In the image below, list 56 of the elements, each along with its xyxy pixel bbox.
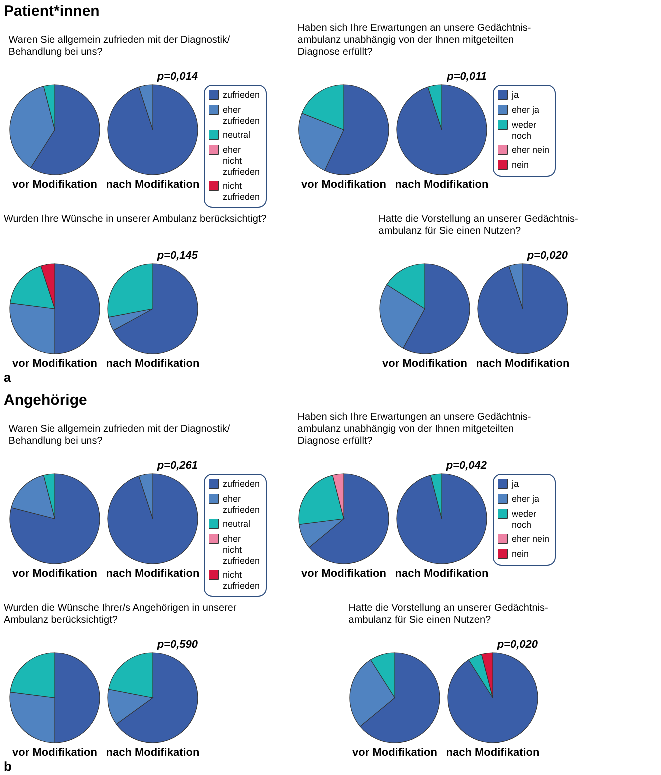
slice-label: vor Modifikation <box>302 568 387 580</box>
text: p=0,590 <box>156 639 199 651</box>
text: a <box>4 370 12 385</box>
text: p=0,020 <box>526 250 569 262</box>
slice-label: nach Modifikation <box>106 358 200 370</box>
slice-label: nach Modifikation <box>106 747 200 759</box>
slice-label: vor Modifikation <box>12 179 98 191</box>
slice-label: vor Modifikation <box>382 358 468 370</box>
legend-label: zufrieden <box>223 90 260 100</box>
legend-label: eher zufrieden <box>223 494 260 515</box>
legend-label: ja <box>511 90 520 100</box>
chart-title: Hatte die Vorstellung an unserer Gedächtnis- ambulanz für Sie einen Nutzen? <box>378 214 578 237</box>
text: b <box>4 759 12 774</box>
chart-title: Waren Sie allgemein zufrieden mit der Diagnostik/ Behandlung bei uns? <box>8 35 230 58</box>
legend-label: eher ja <box>512 105 540 115</box>
slice-label: vor Modifikation <box>12 358 98 370</box>
legend-label: nicht zufrieden <box>223 181 260 202</box>
slice-label: nach Modifikation <box>106 568 200 580</box>
legend-label: eher nicht zufrieden <box>223 145 260 177</box>
chart-title: Hatte die Vorstellung an unserer Gedächtnis- ambulanz für Sie einen Nutzen? <box>348 603 548 626</box>
legend-label: neutral <box>223 519 251 529</box>
text: p=0,042 <box>445 460 487 472</box>
chart-title: Wurden die Wünsche Ihrer/s Angehörigen in unserer Ambulanz berücksichtigt? <box>4 603 238 626</box>
legend-label: zufrieden <box>223 479 260 489</box>
slice-label: nach Modifikation <box>476 358 570 370</box>
text: p=0,261 <box>156 460 198 472</box>
chart-title: Wurden Ihre Wünsche in unserer Ambulanz berücksichtigt? <box>4 214 268 225</box>
legend-label: weder noch <box>511 120 537 141</box>
slice-label: nach Modifikation <box>395 568 490 580</box>
slice-label: vor Modifikation <box>12 747 98 759</box>
legend-label: weder noch <box>511 509 537 530</box>
legend-label: eher zufrieden <box>223 105 260 126</box>
legend-label: eher ja <box>512 494 540 504</box>
chart-title: Haben sich Ihre Erwartungen an unsere Gedächtnis- ambulanz unabhängig von der Ihnen mitgeteilten Diagnose erfüllt? <box>298 23 532 58</box>
chart-title: Haben sich Ihre Erwartungen an unsere Gedächtnis- ambulanz unabhängig von der Ihnen mitgeteilten Diagnose erfüllt? <box>298 412 532 447</box>
slice-label: nach Modifikation <box>446 747 540 759</box>
slice-label: vor Modifikation <box>352 747 438 759</box>
slice-label: nach Modifikation <box>106 179 200 191</box>
legend-label: eher nein <box>512 145 550 155</box>
slice-label: nach Modifikation <box>395 179 490 191</box>
legend-label: nein <box>512 549 530 559</box>
text: Patient*innen <box>4 3 100 20</box>
legend-label: eher nicht zufrieden <box>223 534 260 566</box>
slice-label: vor Modifikation <box>302 179 387 191</box>
legend-label: ja <box>511 479 520 489</box>
text: p=0,020 <box>496 639 539 651</box>
text: p=0,011 <box>446 71 487 83</box>
text: Angehörige <box>4 392 88 409</box>
legend-label: neutral <box>223 130 251 140</box>
text: p=0,145 <box>156 250 199 262</box>
slice-label: vor Modifikation <box>12 568 98 580</box>
legend-label: nicht zufrieden <box>223 570 260 591</box>
text: p=0,014 <box>156 71 198 83</box>
legend-label: eher nein <box>512 534 550 544</box>
legend-label: nein <box>512 160 530 170</box>
chart-title: Waren Sie allgemein zufrieden mit der Diagnostik/ Behandlung bei uns? <box>8 424 230 447</box>
